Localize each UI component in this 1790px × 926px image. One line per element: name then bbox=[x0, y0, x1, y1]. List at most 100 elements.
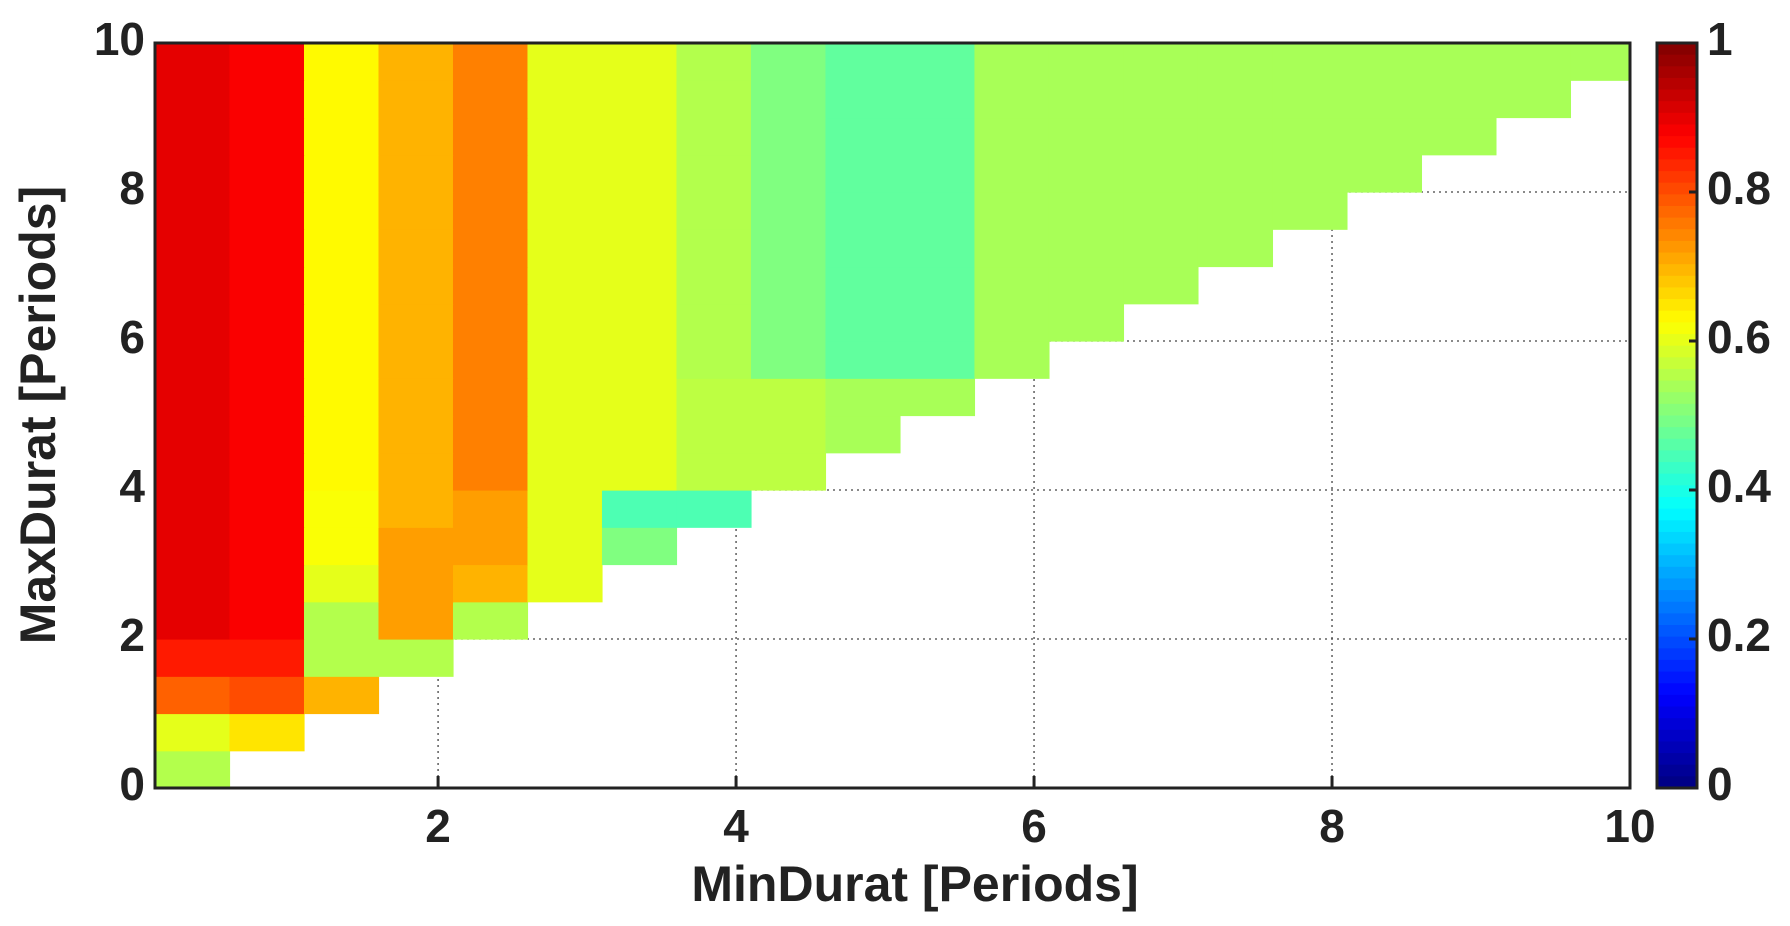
cell bbox=[303, 527, 380, 566]
colorbar-tick-label: 1 bbox=[1707, 13, 1733, 65]
cell bbox=[974, 154, 1050, 193]
cell bbox=[229, 639, 305, 677]
cell bbox=[1197, 43, 1274, 81]
cell bbox=[750, 378, 827, 417]
cell bbox=[155, 452, 231, 491]
colorbar-segment bbox=[1657, 89, 1697, 102]
colorbar-segment bbox=[1657, 415, 1697, 428]
x-tick-label: 6 bbox=[1021, 800, 1047, 852]
cell bbox=[1495, 80, 1572, 119]
y-tick-label: 6 bbox=[119, 311, 145, 363]
cell bbox=[303, 229, 380, 268]
cell bbox=[378, 527, 454, 566]
cell bbox=[527, 266, 603, 305]
colorbar-segment bbox=[1657, 334, 1697, 347]
cell bbox=[303, 676, 380, 715]
colorbar-segment bbox=[1657, 729, 1697, 743]
cell bbox=[527, 564, 603, 603]
cell bbox=[378, 43, 454, 81]
cell bbox=[601, 378, 678, 417]
colorbar-segment bbox=[1657, 136, 1697, 149]
colorbar-segment bbox=[1657, 776, 1697, 789]
colorbar-segment bbox=[1657, 217, 1697, 230]
cell bbox=[1346, 80, 1423, 119]
cell bbox=[378, 117, 454, 156]
cell bbox=[601, 341, 678, 379]
cell bbox=[974, 266, 1050, 305]
cell bbox=[378, 303, 454, 342]
colorbar-segment bbox=[1657, 368, 1697, 382]
cell bbox=[750, 452, 827, 491]
cell bbox=[1048, 303, 1125, 342]
colorbar-segment bbox=[1657, 590, 1697, 603]
cell bbox=[452, 564, 529, 603]
cell bbox=[155, 117, 231, 156]
cell bbox=[676, 154, 752, 193]
cell bbox=[527, 452, 603, 491]
cell bbox=[452, 43, 529, 81]
colorbar-segment bbox=[1657, 357, 1697, 370]
cell bbox=[229, 229, 305, 268]
cell bbox=[899, 229, 976, 268]
colorbar-segment bbox=[1657, 299, 1697, 312]
cell bbox=[750, 43, 827, 81]
cell bbox=[1123, 117, 1199, 156]
cell bbox=[1197, 229, 1274, 268]
cell bbox=[229, 117, 305, 156]
colorbar-tick-label: 0 bbox=[1707, 758, 1733, 810]
cell bbox=[601, 192, 678, 230]
colorbar-segment bbox=[1657, 473, 1697, 486]
cell bbox=[1123, 80, 1199, 119]
cell bbox=[601, 80, 678, 119]
colorbar-segment bbox=[1657, 205, 1697, 219]
colorbar-tick-label: 0.4 bbox=[1707, 460, 1771, 512]
cell bbox=[155, 415, 231, 454]
cell bbox=[974, 341, 1050, 379]
colorbar-tick-label: 0.6 bbox=[1707, 311, 1771, 363]
cell bbox=[750, 154, 827, 193]
colorbar-segment bbox=[1657, 601, 1697, 614]
colorbar-segment bbox=[1657, 496, 1697, 510]
colorbar-segment bbox=[1657, 613, 1697, 626]
cell bbox=[229, 713, 305, 752]
colorbar-segment bbox=[1657, 43, 1697, 56]
cell bbox=[229, 452, 305, 491]
colorbar-segment bbox=[1657, 625, 1697, 638]
cell bbox=[229, 415, 305, 454]
cell bbox=[825, 80, 901, 119]
cell bbox=[899, 80, 976, 119]
cell bbox=[303, 639, 380, 677]
cell bbox=[452, 490, 529, 528]
colorbar-segment bbox=[1657, 240, 1697, 254]
cell bbox=[1197, 192, 1274, 230]
cell bbox=[229, 564, 305, 603]
colorbar-segment bbox=[1657, 275, 1697, 289]
cell bbox=[1048, 117, 1125, 156]
cell bbox=[229, 192, 305, 230]
cell bbox=[229, 303, 305, 342]
cell bbox=[1048, 192, 1125, 230]
cell bbox=[527, 527, 603, 566]
cell bbox=[899, 341, 976, 379]
colorbar-segment bbox=[1657, 659, 1697, 673]
cell bbox=[303, 490, 380, 528]
colorbar-segment bbox=[1657, 485, 1697, 498]
cell bbox=[155, 229, 231, 268]
cell bbox=[899, 117, 976, 156]
colorbar-segment bbox=[1657, 543, 1697, 556]
cell bbox=[155, 378, 231, 417]
heatmap bbox=[155, 43, 1630, 788]
cell bbox=[155, 676, 231, 715]
cell bbox=[825, 341, 901, 379]
colorbar-segment bbox=[1657, 147, 1697, 161]
cell bbox=[676, 266, 752, 305]
cell bbox=[974, 303, 1050, 342]
cell bbox=[676, 43, 752, 81]
cell bbox=[527, 80, 603, 119]
cell bbox=[899, 266, 976, 305]
cell bbox=[750, 415, 827, 454]
cell bbox=[452, 378, 529, 417]
cell bbox=[825, 303, 901, 342]
cell bbox=[601, 43, 678, 81]
cell bbox=[452, 452, 529, 491]
